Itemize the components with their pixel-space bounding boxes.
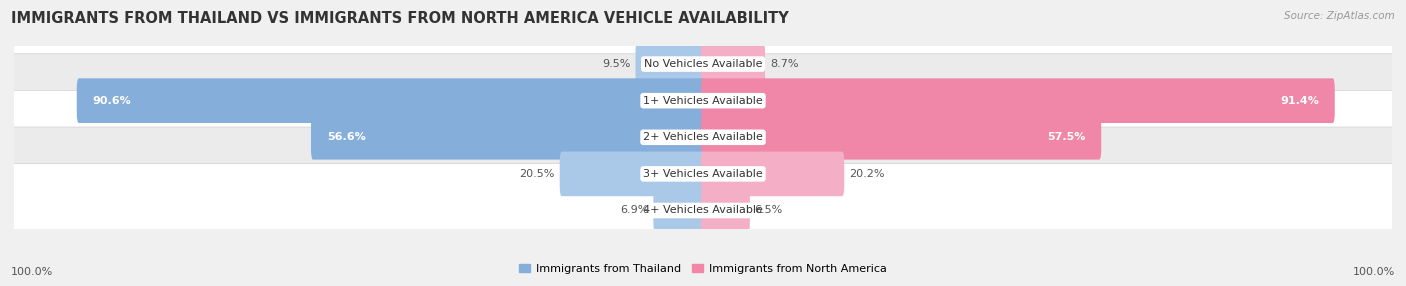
Text: IMMIGRANTS FROM THAILAND VS IMMIGRANTS FROM NORTH AMERICA VEHICLE AVAILABILITY: IMMIGRANTS FROM THAILAND VS IMMIGRANTS F…: [11, 11, 789, 26]
Text: 2+ Vehicles Available: 2+ Vehicles Available: [643, 132, 763, 142]
Text: 100.0%: 100.0%: [11, 267, 53, 277]
Text: 8.7%: 8.7%: [770, 59, 799, 69]
Text: 100.0%: 100.0%: [1353, 267, 1395, 277]
FancyBboxPatch shape: [560, 152, 704, 196]
Text: No Vehicles Available: No Vehicles Available: [644, 59, 762, 69]
FancyBboxPatch shape: [702, 152, 844, 196]
Text: 91.4%: 91.4%: [1279, 96, 1319, 106]
FancyBboxPatch shape: [77, 78, 704, 123]
Text: 6.5%: 6.5%: [755, 206, 783, 215]
Text: 20.2%: 20.2%: [849, 169, 884, 179]
Text: 4+ Vehicles Available: 4+ Vehicles Available: [643, 206, 763, 215]
Text: 3+ Vehicles Available: 3+ Vehicles Available: [643, 169, 763, 179]
Text: 90.6%: 90.6%: [93, 96, 131, 106]
Text: 1+ Vehicles Available: 1+ Vehicles Available: [643, 96, 763, 106]
FancyBboxPatch shape: [654, 188, 704, 233]
FancyBboxPatch shape: [8, 54, 1398, 148]
Text: 56.6%: 56.6%: [326, 132, 366, 142]
Text: Source: ZipAtlas.com: Source: ZipAtlas.com: [1284, 11, 1395, 21]
FancyBboxPatch shape: [8, 127, 1398, 221]
Text: 9.5%: 9.5%: [602, 59, 631, 69]
FancyBboxPatch shape: [8, 17, 1398, 111]
FancyBboxPatch shape: [8, 164, 1398, 257]
FancyBboxPatch shape: [702, 78, 1334, 123]
FancyBboxPatch shape: [311, 115, 704, 160]
Text: 20.5%: 20.5%: [519, 169, 555, 179]
FancyBboxPatch shape: [702, 115, 1101, 160]
FancyBboxPatch shape: [8, 90, 1398, 184]
Legend: Immigrants from Thailand, Immigrants from North America: Immigrants from Thailand, Immigrants fro…: [515, 259, 891, 278]
FancyBboxPatch shape: [636, 42, 704, 86]
FancyBboxPatch shape: [702, 188, 749, 233]
FancyBboxPatch shape: [702, 42, 765, 86]
Text: 57.5%: 57.5%: [1047, 132, 1085, 142]
Text: 6.9%: 6.9%: [620, 206, 648, 215]
